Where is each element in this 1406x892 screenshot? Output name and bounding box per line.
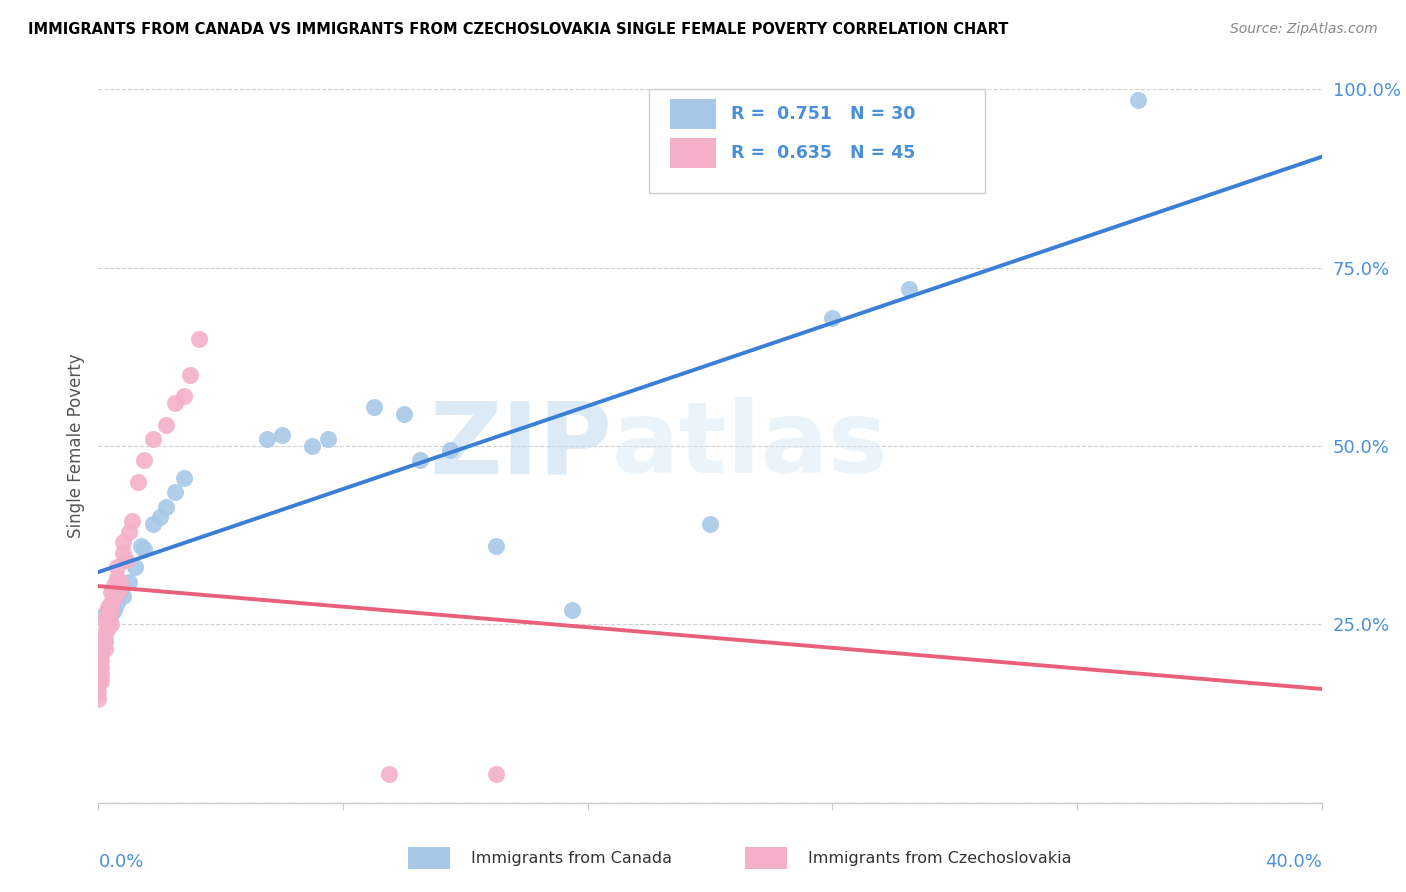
Point bbox=[90, 667, 112, 681]
Text: ZIP: ZIP bbox=[429, 398, 612, 494]
Point bbox=[100, 585, 122, 599]
Point bbox=[93, 614, 115, 628]
Point bbox=[129, 539, 152, 553]
Point bbox=[93, 607, 115, 621]
Point bbox=[163, 396, 186, 410]
Bar bbox=[669, 99, 716, 129]
Text: Immigrants from Canada: Immigrants from Canada bbox=[471, 851, 672, 865]
Point bbox=[105, 571, 128, 585]
Point bbox=[188, 332, 211, 346]
Point bbox=[97, 621, 120, 635]
Point bbox=[127, 475, 149, 489]
Point bbox=[155, 500, 177, 514]
Point bbox=[155, 417, 177, 432]
Point bbox=[90, 646, 112, 660]
Point bbox=[897, 282, 920, 296]
Point bbox=[90, 639, 112, 653]
Point bbox=[149, 510, 172, 524]
Point bbox=[97, 610, 120, 624]
Point bbox=[163, 485, 186, 500]
Point bbox=[124, 560, 146, 574]
Point bbox=[100, 607, 122, 621]
Text: IMMIGRANTS FROM CANADA VS IMMIGRANTS FROM CZECHOSLOVAKIA SINGLE FEMALE POVERTY C: IMMIGRANTS FROM CANADA VS IMMIGRANTS FRO… bbox=[28, 22, 1008, 37]
Point bbox=[103, 592, 125, 607]
Point bbox=[93, 642, 115, 657]
Point bbox=[100, 596, 122, 610]
Point bbox=[108, 585, 131, 599]
Point bbox=[1128, 93, 1150, 107]
Point bbox=[378, 767, 401, 781]
Point bbox=[485, 539, 508, 553]
Text: Immigrants from Czechoslovakia: Immigrants from Czechoslovakia bbox=[808, 851, 1071, 865]
Point bbox=[561, 603, 583, 617]
Point bbox=[256, 432, 278, 446]
Text: 0.0%: 0.0% bbox=[98, 853, 143, 871]
FancyBboxPatch shape bbox=[648, 89, 986, 193]
Point bbox=[134, 542, 156, 557]
Point bbox=[115, 553, 138, 567]
Point bbox=[270, 428, 292, 442]
Point bbox=[105, 560, 128, 574]
Point bbox=[118, 524, 141, 539]
Bar bbox=[669, 138, 716, 169]
Text: R =  0.751   N = 30: R = 0.751 N = 30 bbox=[731, 105, 915, 123]
Point bbox=[363, 400, 385, 414]
Point bbox=[111, 535, 134, 549]
Point bbox=[439, 442, 461, 457]
Point bbox=[316, 432, 339, 446]
Point bbox=[108, 574, 131, 589]
Point bbox=[301, 439, 323, 453]
Point bbox=[87, 685, 110, 699]
Point bbox=[90, 674, 112, 689]
Point bbox=[93, 635, 115, 649]
Point bbox=[111, 589, 134, 603]
Point bbox=[97, 603, 120, 617]
Y-axis label: Single Female Poverty: Single Female Poverty bbox=[66, 354, 84, 538]
Point bbox=[100, 617, 122, 632]
Point bbox=[392, 407, 416, 421]
Text: Source: ZipAtlas.com: Source: ZipAtlas.com bbox=[1230, 22, 1378, 37]
Text: atlas: atlas bbox=[612, 398, 889, 494]
Point bbox=[97, 607, 120, 621]
Point bbox=[97, 599, 120, 614]
Point bbox=[103, 578, 125, 592]
Point bbox=[97, 617, 120, 632]
Point bbox=[111, 546, 134, 560]
Point bbox=[108, 582, 131, 596]
Point bbox=[105, 596, 128, 610]
Point bbox=[173, 471, 195, 485]
Text: R =  0.635   N = 45: R = 0.635 N = 45 bbox=[731, 145, 915, 162]
Point bbox=[93, 624, 115, 639]
Point bbox=[90, 653, 112, 667]
Point bbox=[142, 432, 165, 446]
Point bbox=[87, 678, 110, 692]
Point bbox=[87, 692, 110, 706]
Point bbox=[485, 767, 508, 781]
Point bbox=[103, 603, 125, 617]
Point bbox=[93, 632, 115, 646]
Point bbox=[699, 517, 721, 532]
Point bbox=[87, 671, 110, 685]
Point bbox=[121, 514, 143, 528]
Point bbox=[179, 368, 201, 382]
Point bbox=[134, 453, 156, 467]
Point bbox=[408, 453, 430, 467]
Point bbox=[90, 660, 112, 674]
Point bbox=[118, 574, 141, 589]
Point bbox=[821, 310, 844, 325]
Point bbox=[173, 389, 195, 403]
Point bbox=[100, 603, 122, 617]
Point bbox=[142, 517, 165, 532]
Text: 40.0%: 40.0% bbox=[1265, 853, 1322, 871]
